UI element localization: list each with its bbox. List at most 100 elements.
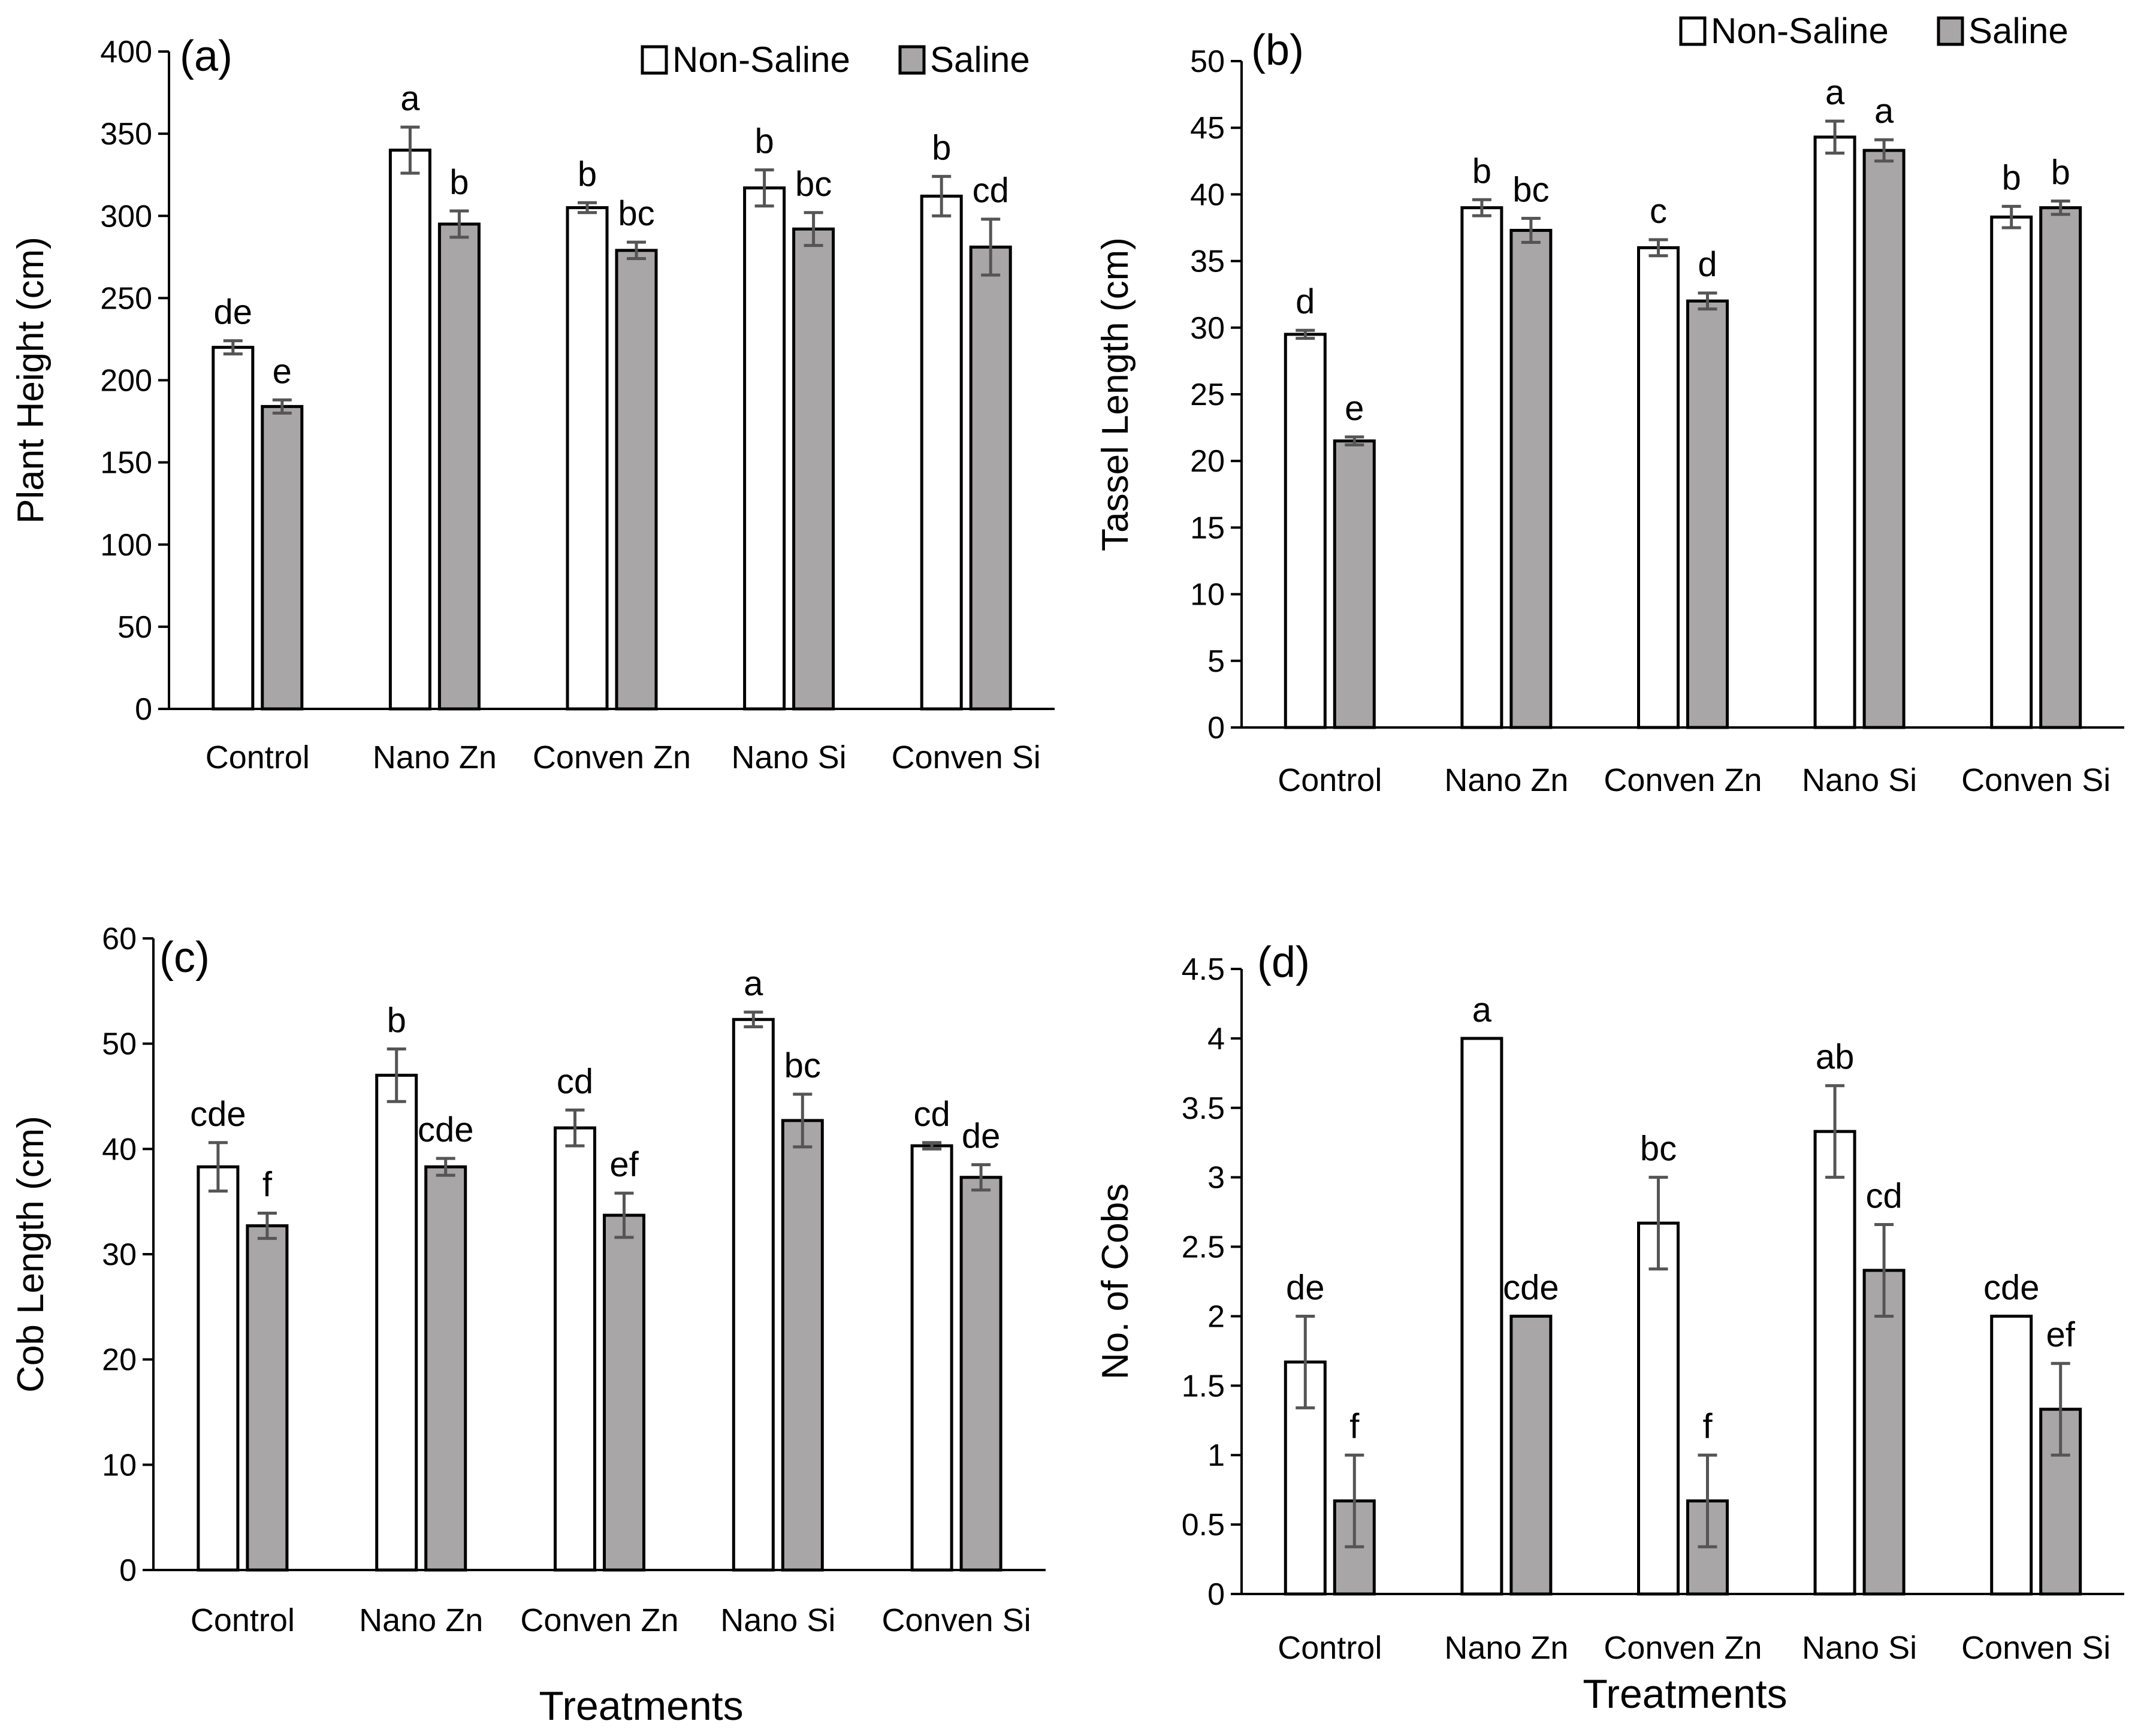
y-tick-label: 50 xyxy=(117,610,152,645)
y-tick-label: 50 xyxy=(102,1027,137,1062)
bar-saline xyxy=(959,1176,1002,1572)
bar-non-saline xyxy=(388,149,431,711)
y-tick-label: 0 xyxy=(1207,1577,1225,1612)
significance-letter: b xyxy=(387,1001,406,1040)
legend-label-non-saline: Non-Saline xyxy=(672,40,850,80)
bar-saline xyxy=(261,404,304,711)
legend-swatch-saline xyxy=(1937,16,1964,46)
chart-number-of-cobs: 0 0.5 1 1.5 2 2.5 3 3.5 4 4.5 No. of Cobs (d) Contro… xyxy=(1095,938,2124,1717)
legend-label-saline: Saline xyxy=(1968,11,2069,51)
category-label: Conven Zn xyxy=(1604,762,1762,798)
category-label: Control xyxy=(191,1602,295,1638)
significance-letter: b xyxy=(932,128,951,167)
y-tick-label: 50 xyxy=(1190,44,1225,79)
significance-letter: c xyxy=(1650,192,1667,231)
chart-cob-length: 0 10 20 30 40 50 60 Cob Length (cm) (c) Control cd… xyxy=(10,922,1046,1729)
panel-label: (b) xyxy=(1251,26,1304,74)
bar-non-saline xyxy=(566,206,609,711)
x-axis-title: Treatments xyxy=(1583,1671,1787,1717)
significance-letter: f xyxy=(1702,1407,1713,1446)
y-tick-label: 5 xyxy=(1207,644,1225,679)
y-tick-label: 100 xyxy=(100,528,152,563)
bar-non-saline xyxy=(212,346,255,711)
category-label: Conven Si xyxy=(1961,1630,2110,1666)
legend-swatch-saline xyxy=(898,45,926,75)
panel-label: (c) xyxy=(159,934,210,982)
category-label: Control xyxy=(206,739,310,775)
bar-saline xyxy=(246,1224,289,1572)
bar-saline xyxy=(437,222,481,711)
y-tick-label: 200 xyxy=(100,364,152,398)
y-tick-label: 0 xyxy=(119,1553,137,1588)
significance-letter: ef xyxy=(609,1145,639,1184)
bar-saline xyxy=(1686,299,1729,729)
y-axis-title: No. of Cobs xyxy=(1095,1184,1136,1379)
significance-letter: de xyxy=(962,1117,1001,1156)
significance-letter: f xyxy=(1349,1407,1360,1446)
panel-label: (d) xyxy=(1257,938,1310,986)
y-tick-label: 10 xyxy=(1190,578,1225,612)
y-tick-label: 300 xyxy=(100,199,152,234)
category-label: Nano Zn xyxy=(1444,762,1568,798)
significance-letter: a xyxy=(400,79,420,118)
y-tick-label: 2 xyxy=(1207,1299,1225,1334)
category-label: Conven Zn xyxy=(520,1602,678,1638)
significance-letter: b xyxy=(1472,152,1491,191)
significance-letter: b xyxy=(2051,153,2070,192)
category-label: Nano Zn xyxy=(1444,1630,1568,1666)
bar-non-saline xyxy=(910,1144,953,1572)
significance-letter: de xyxy=(1286,1268,1325,1307)
legend-label-saline: Saline xyxy=(930,40,1030,80)
y-tick-label: 30 xyxy=(102,1237,137,1272)
bar-saline xyxy=(1862,149,1906,729)
y-tick-label: 0 xyxy=(1207,711,1225,745)
y-tick-label: 0 xyxy=(135,692,152,727)
bar-saline xyxy=(603,1213,645,1572)
significance-letter: bc xyxy=(784,1046,821,1085)
category-label: Nano Si xyxy=(720,1602,835,1638)
y-tick-label: 350 xyxy=(100,117,152,152)
y-tick-label: 40 xyxy=(1190,177,1225,212)
y-tick-label: 40 xyxy=(102,1132,137,1167)
y-tick-label: 250 xyxy=(100,281,152,316)
bar-saline xyxy=(1509,228,1553,729)
category-label: Conven Si xyxy=(882,1602,1031,1638)
category-label: Nano Zn xyxy=(359,1602,483,1638)
significance-letter: a xyxy=(1874,92,1894,131)
significance-letter: a xyxy=(1472,991,1492,1029)
bar-saline xyxy=(1333,439,1376,729)
significance-letter: b xyxy=(578,155,597,194)
significance-letter: ab xyxy=(1816,1038,1855,1077)
category-label: Nano Si xyxy=(1802,1630,1917,1666)
significance-letter: bc xyxy=(795,165,832,204)
y-tick-label: 1.5 xyxy=(1182,1369,1225,1403)
y-axis-title: Tassel Length (cm) xyxy=(1095,237,1136,551)
bar-non-saline xyxy=(1460,1037,1503,1596)
bar-saline xyxy=(615,249,658,711)
category-label: Conven Si xyxy=(1961,762,2110,798)
bar-saline xyxy=(781,1119,824,1572)
category-label: Conven Zn xyxy=(1604,1630,1762,1666)
y-tick-label: 10 xyxy=(102,1448,137,1483)
y-tick-label: 4 xyxy=(1207,1022,1225,1056)
bar-saline xyxy=(1862,1269,1906,1596)
category-label: Control xyxy=(1278,1630,1382,1666)
significance-letter: cd xyxy=(557,1062,593,1101)
category-label: Conven Zn xyxy=(533,739,691,775)
significance-letter: a xyxy=(1825,73,1845,112)
significance-letter: ef xyxy=(2046,1315,2076,1354)
significance-letter: d xyxy=(1296,282,1315,321)
bar-non-saline xyxy=(1990,215,2033,729)
bar-non-saline xyxy=(1460,206,1503,729)
bar-non-saline xyxy=(1990,1314,2033,1596)
bar-non-saline xyxy=(732,1018,775,1572)
bar-non-saline xyxy=(1813,135,1856,729)
y-tick-label: 150 xyxy=(100,446,152,481)
bar-saline xyxy=(969,245,1012,711)
y-axis-title: Plant Height (cm) xyxy=(10,237,52,524)
y-tick-label: 45 xyxy=(1190,111,1225,146)
significance-letter: cde xyxy=(1503,1268,1559,1307)
significance-letter: f xyxy=(262,1165,273,1204)
y-tick-label: 2.5 xyxy=(1182,1230,1225,1265)
